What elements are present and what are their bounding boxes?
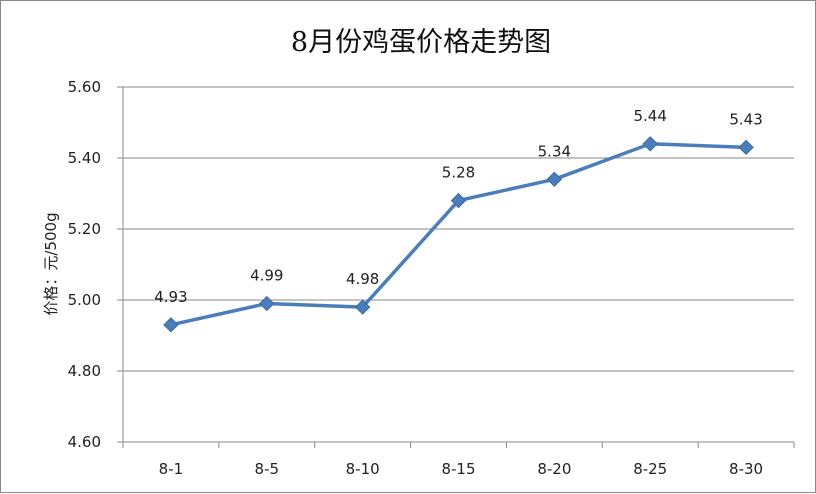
x-tick-label: 8-15 <box>441 460 475 478</box>
data-label: 4.99 <box>250 267 283 285</box>
data-point <box>354 299 371 315</box>
data-label: 5.28 <box>442 164 475 182</box>
x-tick-label: 8-5 <box>255 460 280 478</box>
x-tick-label: 8-10 <box>346 460 380 478</box>
data-label: 5.34 <box>538 142 571 160</box>
x-tick-label: 8-1 <box>159 460 184 478</box>
axes <box>117 86 795 448</box>
y-tick-label: 4.80 <box>68 362 101 380</box>
chart-title: 8月份鸡蛋价格走势图 <box>291 27 551 58</box>
data-label: 4.98 <box>346 270 379 288</box>
x-tick-labels: 8-1 8-5 8-10 8-15 8-20 8-25 8-30 <box>159 460 763 478</box>
x-tick-label: 8-20 <box>537 460 571 478</box>
y-tick-label: 5.40 <box>68 149 101 167</box>
x-tick-label: 8-30 <box>729 460 763 478</box>
gridlines <box>123 86 794 372</box>
y-tick-labels: 4.60 4.80 5.00 5.20 5.40 5.60 <box>68 78 101 451</box>
series-markers <box>163 136 754 333</box>
data-labels: 4.93 4.99 4.98 5.28 5.34 5.44 5.43 <box>154 107 763 306</box>
data-point <box>546 171 563 188</box>
y-tick-label: 5.20 <box>68 220 101 238</box>
y-tick-label: 4.60 <box>68 433 101 451</box>
y-tick-label: 5.60 <box>68 78 101 96</box>
data-label: 5.44 <box>634 107 667 125</box>
data-point <box>738 139 754 156</box>
y-axis-label: 价格：元/500g <box>42 212 60 315</box>
data-point <box>259 295 275 312</box>
data-label: 4.93 <box>154 288 187 306</box>
y-tick-label: 5.00 <box>68 291 101 309</box>
data-point <box>450 192 467 209</box>
data-point <box>163 317 179 333</box>
data-label: 5.43 <box>729 110 762 128</box>
data-point <box>642 136 658 152</box>
x-tick-label: 8-25 <box>633 460 667 478</box>
